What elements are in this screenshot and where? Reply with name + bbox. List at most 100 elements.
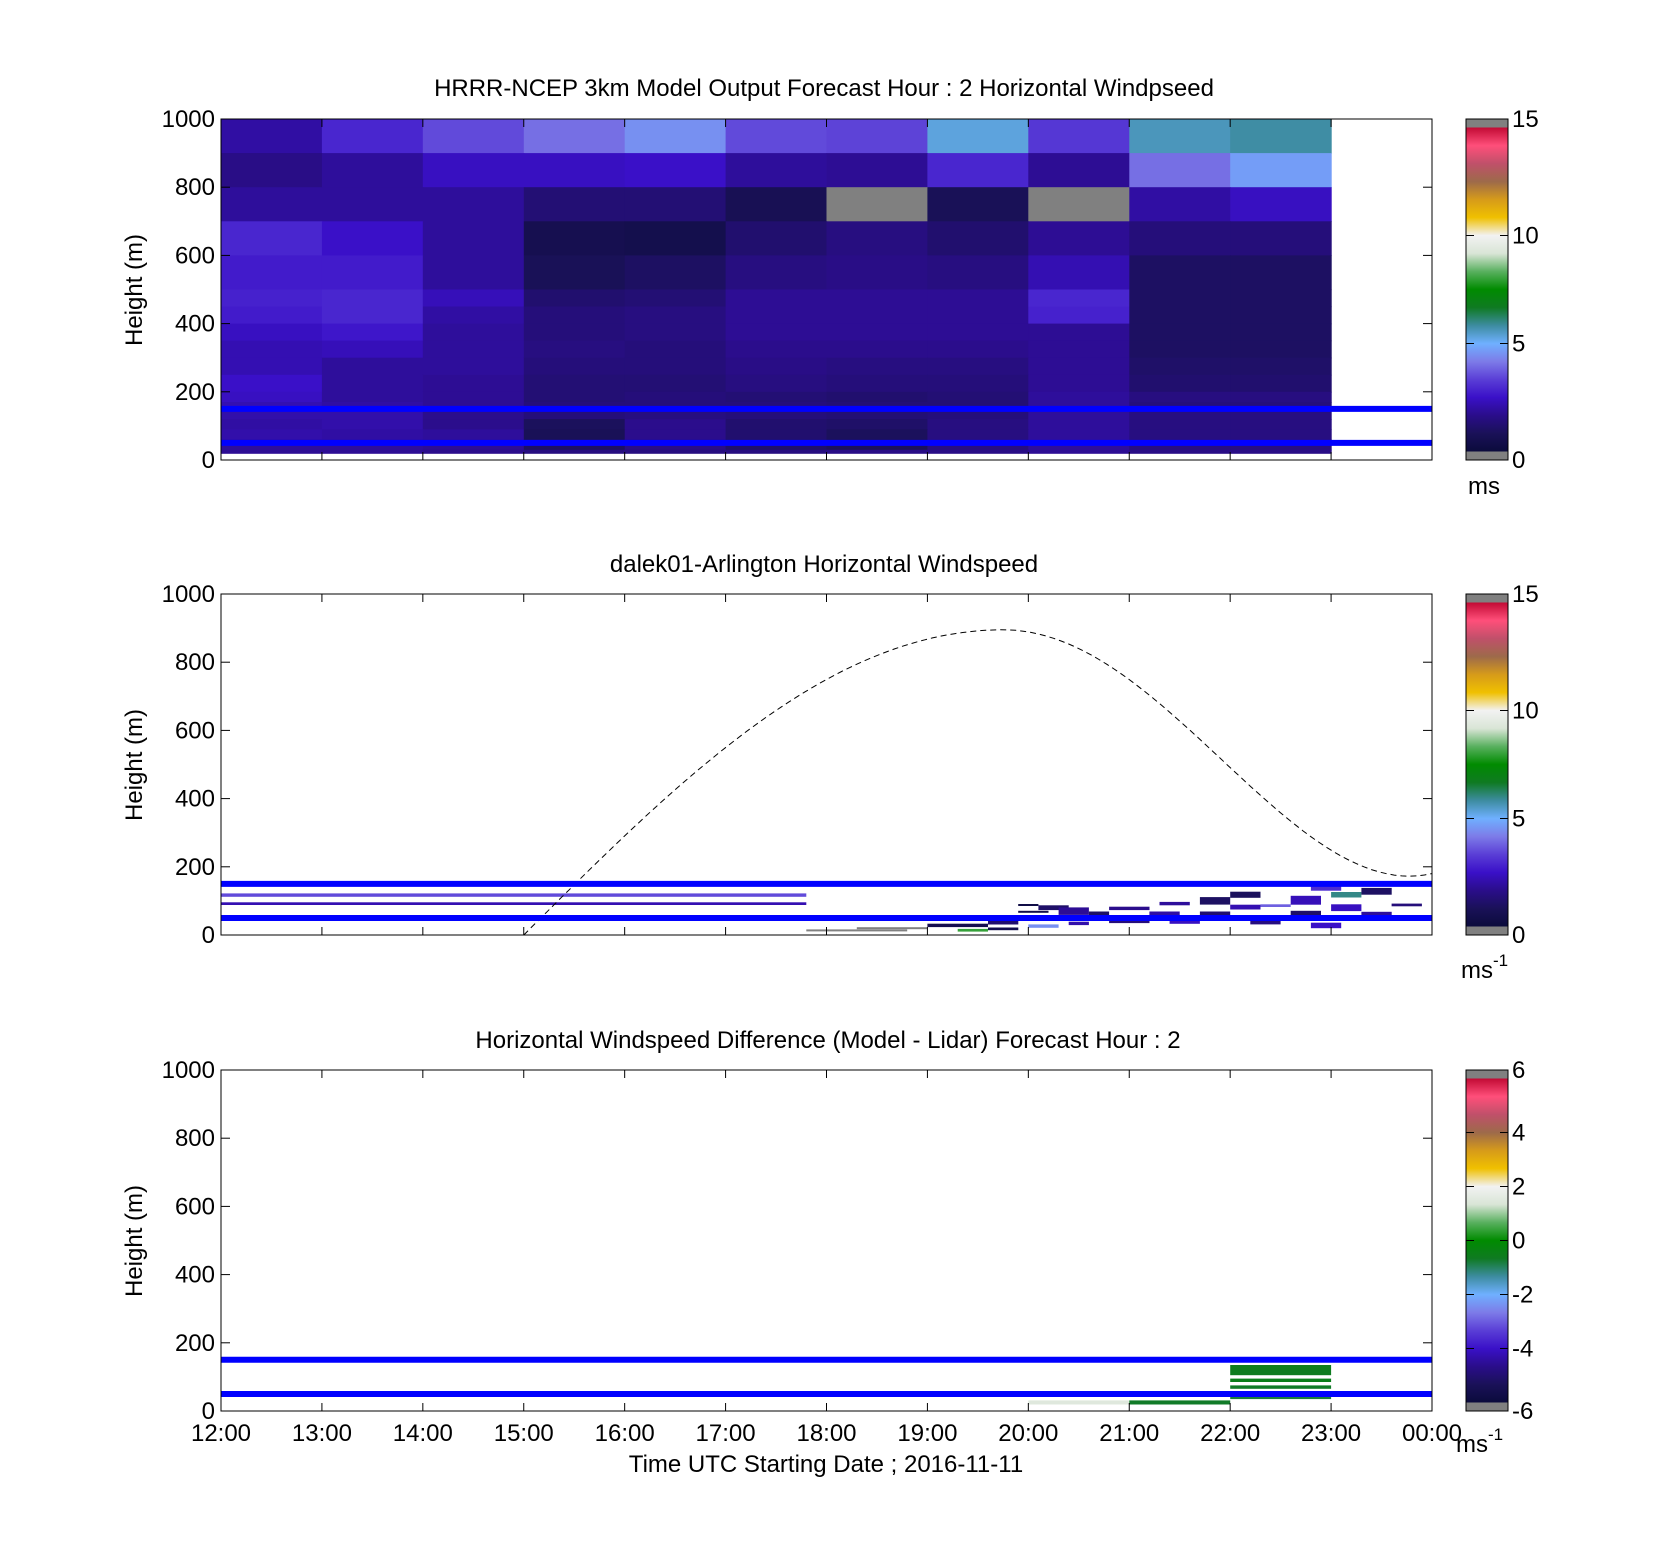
heatmap-cell [1028, 419, 1130, 430]
heatmap-cell [1028, 153, 1130, 188]
colorbar-unit: ms-1 [1456, 1425, 1503, 1458]
heatmap-cell [1129, 402, 1231, 410]
y-tick-label: 600 [175, 717, 215, 744]
x-tick-label: 15:00 [494, 1420, 554, 1447]
heatmap-cell [1129, 187, 1231, 222]
heatmap-cell [1129, 357, 1231, 376]
heatmap-cell [624, 153, 727, 188]
heatmap-cell [1230, 402, 1332, 410]
heatmap-cell [523, 408, 626, 420]
heatmap-streak [1310, 922, 1342, 929]
heatmap-cell [624, 340, 727, 359]
heatmap-cell [1230, 119, 1332, 154]
heatmap-cell [321, 119, 424, 154]
heatmap-cell [1028, 402, 1130, 410]
colorbar-tick-label: 4 [1512, 1120, 1525, 1147]
heatmap-cell [321, 187, 424, 222]
heatmap-cell [321, 402, 424, 410]
heatmap-cell [826, 374, 928, 393]
heatmap-cell [422, 419, 525, 430]
heatmap-streak [1028, 1400, 1130, 1405]
heatmap-cell [1230, 221, 1332, 256]
heatmap-cell [1129, 255, 1231, 291]
heatmap-cell [1028, 255, 1130, 291]
heatmap-streak [1159, 901, 1190, 906]
colorbar-tick-label: 6 [1512, 1057, 1525, 1084]
heatmap-cell [624, 119, 727, 154]
y-tick-label: 400 [175, 311, 215, 338]
heatmap-streak [1109, 906, 1150, 911]
colorbar-ticks: 0 5 10 15 [1466, 581, 1539, 949]
heatmap-cell [1028, 306, 1130, 325]
heatmap-cell [221, 374, 323, 393]
heatmap-streak [1199, 897, 1231, 905]
heatmap-cell [523, 419, 626, 430]
heatmap-streak [1230, 1378, 1332, 1382]
heatmap-cell [826, 153, 928, 188]
heatmap-cell [826, 419, 928, 430]
heatmap-cell [1230, 429, 1332, 441]
x-tick-marks [220, 1070, 1433, 1411]
heatmap-cell [927, 340, 1029, 359]
heatmap-cell [321, 419, 424, 430]
heatmap-cell [321, 289, 424, 308]
heatmap-cell [321, 408, 424, 420]
y-tick-label: 800 [175, 174, 215, 201]
heatmap-cell [1230, 449, 1332, 454]
heatmap-cell [1028, 340, 1130, 359]
heatmap-cell [624, 408, 727, 420]
heatmap-cell [725, 323, 828, 342]
heatmap-streak [1230, 904, 1261, 910]
heatmap-cell [927, 391, 1029, 403]
x-tick-labels: 12:00 13:00 14:00 15:00 16:00 17:00 18:00 19:00… [191, 1420, 1462, 1447]
heatmap-cell [927, 221, 1029, 256]
heatmap-cell [624, 187, 727, 222]
heatmap-cell [523, 374, 626, 393]
heatmap-cell [826, 429, 928, 441]
colorbar-tick-label: 5 [1512, 805, 1525, 832]
y-tick-label: 200 [175, 379, 215, 406]
panel-lidar: dalek01-Arlington Horizontal Windspeed 0… [121, 551, 1539, 984]
heatmap-cell [422, 374, 525, 393]
heatmap-cell [221, 289, 323, 308]
heatmap-cell [1028, 374, 1130, 393]
heatmap-cell [523, 119, 626, 154]
y-tick-marks: 0 200 400 600 800 1000 [162, 581, 1432, 949]
heatmap-cell [624, 429, 727, 441]
heatmap-cell [624, 255, 727, 291]
heatmap-cell [523, 449, 626, 454]
heatmap-cell [523, 187, 626, 222]
heatmap-cell [624, 419, 727, 430]
heatmap-cell [624, 306, 727, 325]
heatmap-cell [1129, 391, 1231, 403]
heatmap-cell [624, 221, 727, 256]
heatmap-cell [927, 357, 1029, 376]
heatmap-cell [927, 374, 1029, 393]
x-tick-label: 16:00 [595, 1420, 655, 1447]
x-tick-label: 00:00 [1402, 1420, 1462, 1447]
heatmap-cell [422, 391, 525, 403]
heatmap-streak [1361, 887, 1392, 895]
panel-difference: Horizontal Windspeed Difference (Model -… [121, 1027, 1533, 1478]
x-tick-label: 12:00 [191, 1420, 251, 1447]
heatmap-cell [1028, 289, 1130, 308]
heatmap-cell [826, 323, 928, 342]
heatmap-cell [1028, 391, 1130, 403]
heatmap-cell [826, 449, 928, 454]
heatmap-cell [1129, 221, 1231, 256]
x-tick-label: 13:00 [292, 1420, 352, 1447]
heatmap-cell [725, 306, 828, 325]
x-axis-label: Time UTC Starting Date ; 2016-11-11 [629, 1451, 1023, 1478]
heatmap-cell [321, 153, 424, 188]
heatmap-cell [523, 429, 626, 441]
heatmap-cell [826, 119, 928, 154]
heatmap-streak [856, 927, 928, 930]
heatmap-cell [1129, 374, 1231, 393]
heatmap-cell [1230, 357, 1332, 376]
heatmap-cells [221, 119, 1332, 454]
heatmap-cell [624, 402, 727, 410]
heatmap-cell [221, 119, 323, 154]
heatmap-cell [221, 402, 323, 410]
heatmap-cell [927, 306, 1029, 325]
colorbar-gradient [1465, 593, 1509, 936]
